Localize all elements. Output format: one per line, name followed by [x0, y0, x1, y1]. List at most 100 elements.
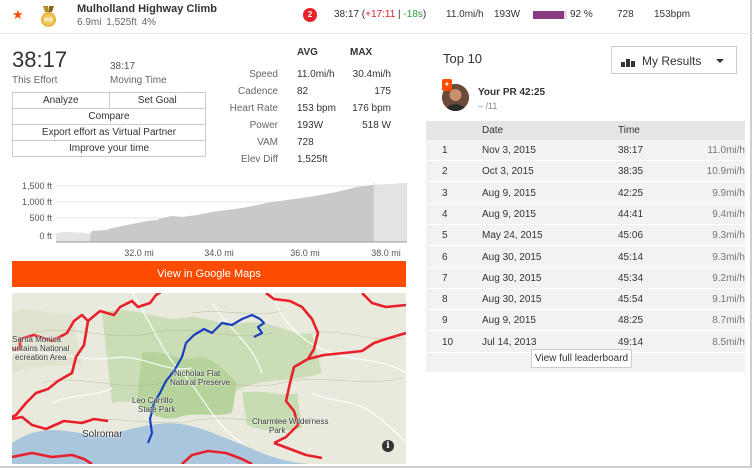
date-cell: May 24, 2015	[482, 230, 543, 242]
park-area	[137, 351, 237, 419]
segment-power: 193W	[494, 9, 521, 20]
stat-row-vam: VAM 728	[213, 137, 413, 152]
moving-time-label: Moving Time	[110, 75, 167, 86]
stat-avg: 82	[297, 86, 309, 97]
map-label-natural-preserve: Natural Preserve	[170, 378, 231, 387]
rank-cell: 7	[442, 272, 448, 284]
segment-vam: 728	[617, 9, 634, 20]
column-header-date: Date	[482, 125, 504, 136]
rank-cell: 2	[442, 166, 448, 178]
table-row[interactable]: 7 Aug 30, 2015 45:34 9.2mi/h	[426, 268, 745, 289]
stat-avg: 193W	[297, 120, 324, 131]
time-cell: 45:54	[618, 294, 644, 306]
effort-elapsed-label: This Effort	[12, 75, 58, 86]
max-header: MAX	[350, 47, 373, 58]
stat-label: VAM	[257, 137, 278, 148]
rank-cell: 9	[442, 315, 448, 327]
time-cell: 44:41	[618, 208, 644, 220]
segment-grade: 4%	[141, 17, 157, 28]
rank-cell: 10	[442, 336, 454, 348]
table-row[interactable]: 8 Aug 30, 2015 45:54 9.1mi/h	[426, 289, 745, 311]
view-in-google-maps-button[interactable]: View in Google Maps	[12, 261, 406, 287]
rank-badge: 2	[303, 8, 317, 22]
table-row[interactable]: 3 Aug 9, 2015 42:25 9.9mi/h	[426, 183, 745, 204]
terrain-contours	[31, 310, 403, 424]
speed-cell: 9.3mi/h	[712, 230, 745, 242]
hr-percent-bar	[533, 11, 567, 19]
export-virtual-partner-button[interactable]: Export effort as Virtual Partner	[12, 124, 206, 141]
avg-header: AVG	[297, 47, 318, 58]
segment-map[interactable]: Santa Monica untains National ecreation …	[12, 293, 406, 464]
table-row[interactable]: 9 Aug 9, 2015 48:25 8.7mi/h	[426, 310, 745, 332]
date-cell: Aug 30, 2015	[482, 294, 542, 306]
hr-percent-text: 92 %	[570, 9, 593, 20]
map-label-santa-monica: Santa Monica	[12, 335, 61, 344]
elevation-area-post-effort	[374, 183, 407, 242]
table-row[interactable]: 5 May 24, 2015 45:06 9.3mi/h	[426, 225, 745, 247]
stat-row-cadence: Cadence 82 175	[213, 86, 413, 101]
table-row[interactable]: 2 Oct 3, 2015 38:35 10.9mi/h	[426, 161, 745, 183]
park-area	[12, 309, 82, 373]
elevation-area-pre-effort	[56, 232, 90, 242]
view-full-leaderboard-button[interactable]: View full leaderboard	[531, 349, 632, 368]
date-cell: Nov 3, 2015	[482, 145, 536, 156]
stat-max: 518 W	[362, 120, 391, 131]
map-terrain	[12, 293, 406, 464]
effort-elapsed-time: 38:17	[12, 47, 68, 72]
analyze-button[interactable]: Analyze	[12, 92, 110, 109]
x-tick-label: 38.0 mi	[371, 248, 401, 258]
stat-max: 175	[374, 86, 391, 97]
table-row[interactable]: 4 Aug 9, 2015 44:41 9.4mi/h	[426, 204, 745, 225]
table-row[interactable]: 1 Nov 3, 2015 38:17 11.0mi/h	[426, 140, 745, 161]
stat-label: Cadence	[237, 86, 278, 97]
pr-title: Your PR 42:25	[478, 87, 546, 98]
time-cell: 48:25	[618, 315, 644, 327]
segment-meta: 6.9mi 1,525ft 4%	[77, 17, 156, 28]
date-cell: Aug 9, 2015	[482, 208, 536, 220]
park-boundary	[12, 293, 406, 464]
leaderboard-header: Date Time	[426, 121, 745, 140]
diff-pr: +17:11	[365, 9, 396, 20]
rank-cell: 4	[442, 208, 448, 220]
results-filter-select[interactable]: My Results	[611, 46, 737, 74]
stat-avg: 11.0mi/h	[297, 69, 335, 80]
segment-speed: 11.0mi/h	[446, 9, 484, 20]
map-label-charmlee-park: Park	[269, 426, 286, 435]
speed-cell: 8.5mi/h	[712, 336, 745, 348]
table-row[interactable]: 6 Aug 30, 2015 45:14 9.3mi/h	[426, 247, 745, 268]
date-cell: Aug 9, 2015	[482, 315, 536, 327]
compare-button[interactable]: Compare	[12, 108, 206, 125]
roads	[12, 293, 406, 444]
improve-time-button[interactable]: Improve your time	[12, 140, 206, 157]
stat-row-elev-diff: Elev Diff 1,525ft	[213, 154, 413, 169]
map-info-icon[interactable]: i	[382, 440, 394, 452]
y-tick-label: 1,000 ft	[22, 197, 53, 207]
time-cell: 38:35	[618, 166, 644, 178]
stat-label: Speed	[249, 69, 278, 80]
elevation-area	[56, 183, 407, 242]
time-cell: 45:14	[618, 251, 644, 263]
speed-cell: 8.7mi/h	[712, 315, 745, 327]
map-label-leo-carrillo: Leo Carrillo	[132, 396, 173, 405]
segment-elevation: 1,525ft	[106, 17, 137, 28]
map-label-state-park: State Park	[138, 405, 176, 414]
segment-header: ★ PR Mulholland Highway Climb 6.9mi 1,52…	[0, 0, 754, 34]
stat-row-speed: Speed 11.0mi/h 30.4mi/h	[213, 69, 413, 84]
stat-label: Heart Rate	[229, 103, 278, 114]
bar-chart-icon	[621, 59, 635, 67]
set-goal-button[interactable]: Set Goal	[108, 92, 206, 109]
moving-time-value: 38:17	[110, 61, 136, 72]
elevation-profile-chart[interactable]: 1,500 ft 1,000 ft 500 ft 0 ft 32.0 mi 34…	[12, 176, 407, 262]
speed-cell: 9.4mi/h	[712, 208, 745, 220]
rank-cell: 1	[442, 145, 448, 156]
y-tick-label: 0 ft	[39, 231, 52, 241]
speed-cell: 9.2mi/h	[712, 272, 745, 284]
top10-title: Top 10	[443, 51, 483, 66]
map-label-charmlee: Charmlee Wilderness	[252, 417, 329, 426]
chevron-down-icon	[716, 59, 724, 63]
star-icon[interactable]: ★	[12, 7, 24, 22]
stat-avg: 1,525ft	[297, 154, 328, 165]
segment-name[interactable]: Mulholland Highway Climb	[77, 3, 217, 15]
y-tick-label: 1,500 ft	[22, 181, 53, 191]
speed-cell: 9.9mi/h	[712, 187, 745, 199]
